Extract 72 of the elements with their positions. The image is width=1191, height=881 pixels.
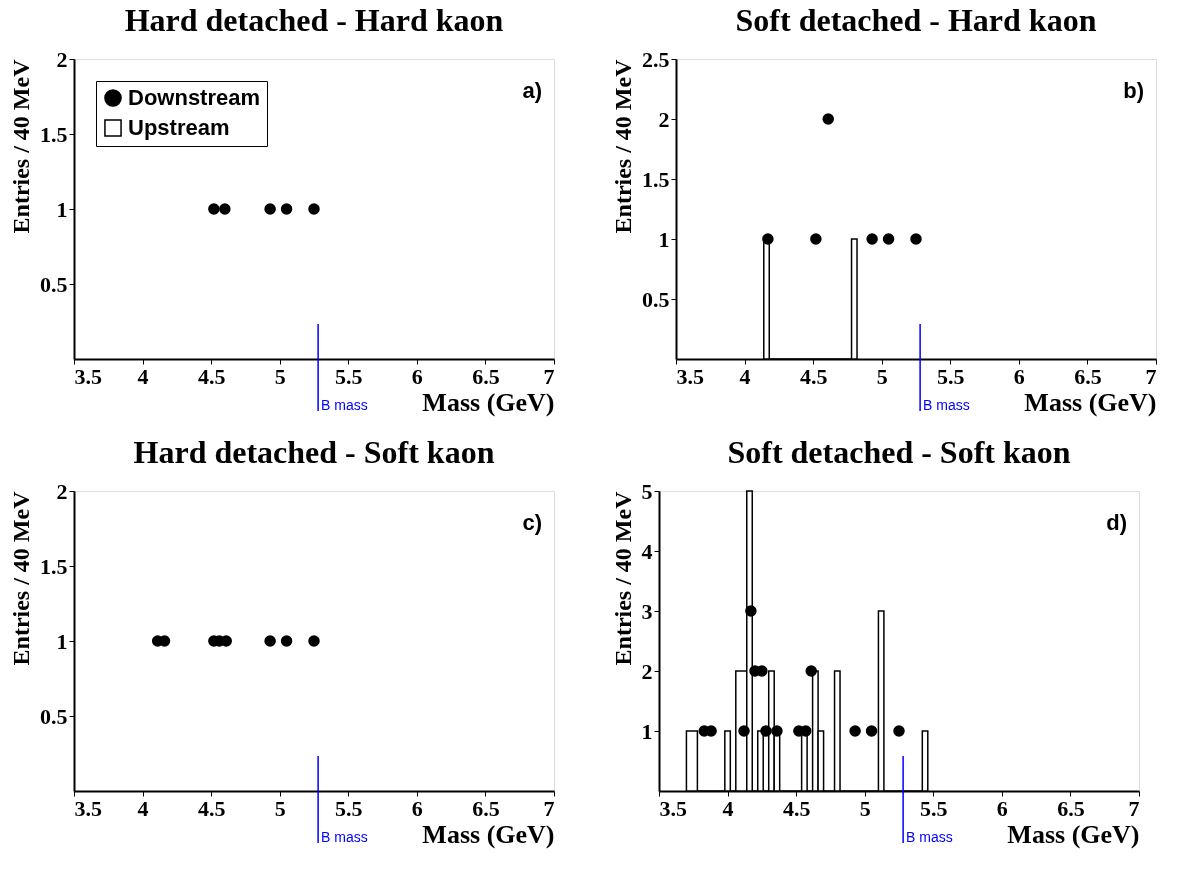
x-tick-label: 6.5 — [472, 363, 500, 389]
x-tick-label: 7 — [1145, 363, 1157, 389]
x-tick-label: 4.5 — [799, 363, 828, 389]
y-tick-label: 1 — [56, 196, 68, 222]
y-tick-label: 2 — [56, 46, 68, 72]
y-tick-label: 1 — [56, 628, 68, 654]
x-tick-label: 6 — [1013, 363, 1025, 389]
x-tick-label: 6.5 — [1074, 363, 1102, 389]
y-tick-label: 0.5 — [40, 271, 68, 297]
x-tick-label: 3.5 — [676, 363, 704, 389]
y-axis-title: Entries / 40 MeV — [610, 58, 636, 234]
x-tick-label: 6 — [411, 363, 423, 389]
x-axis-title: Mass (GeV) — [1024, 387, 1157, 417]
x-tick-label: 7 — [543, 795, 555, 821]
x-tick-label: 4 — [137, 363, 149, 389]
x-tick-label: 7 — [1128, 795, 1140, 821]
chart-title: Soft detached - Hard kaon — [735, 2, 1097, 38]
x-axis-title: Mass (GeV) — [422, 819, 555, 849]
y-axis-title: Entries / 40 MeV — [609, 490, 636, 666]
x-tick-label: 5.5 — [335, 363, 363, 389]
x-tick-label: 6 — [411, 795, 423, 821]
x-tick-label: 5 — [274, 795, 286, 821]
annotation: c) — [522, 510, 542, 535]
annotation: b) — [1123, 78, 1144, 103]
x-tick-label: 5.5 — [937, 363, 965, 389]
x-tick-label: 4 — [722, 795, 734, 821]
x-tick-label: 7 — [543, 363, 555, 389]
x-tick-label: 6.5 — [1057, 795, 1085, 821]
annotation: d) — [1106, 510, 1127, 535]
y-tick-label: 1 — [641, 718, 653, 744]
x-tick-label: 5.5 — [920, 795, 948, 821]
y-tick-label: 0.5 — [40, 703, 68, 729]
y-tick-label: 1.5 — [40, 121, 68, 147]
x-tick-label: 5 — [859, 795, 871, 821]
x-tick-label: 3.5 — [74, 363, 102, 389]
y-tick-label: 1 — [658, 226, 670, 252]
x-tick-label: 3.5 — [659, 795, 687, 821]
x-tick-label: 6 — [996, 795, 1008, 821]
ref-line-label: B mass — [321, 397, 368, 413]
x-tick-label: 5 — [876, 363, 888, 389]
chart-title: Hard detached - Soft kaon — [133, 434, 495, 470]
y-axis-title: Entries / 40 MeV — [8, 490, 34, 666]
y-tick-label: 2 — [658, 106, 670, 132]
annotation: a) — [522, 78, 542, 103]
x-tick-label: 4.5 — [197, 795, 226, 821]
y-tick-label: 0.5 — [642, 286, 670, 312]
ref-line-label: B mass — [923, 397, 970, 413]
ref-line-label: B mass — [906, 829, 953, 845]
x-tick-label: 4 — [137, 795, 149, 821]
y-axis-title: Entries / 40 MeV — [8, 58, 34, 234]
x-tick-label: 4 — [739, 363, 751, 389]
x-tick-label: 5.5 — [335, 795, 363, 821]
x-tick-label: 3.5 — [74, 795, 102, 821]
y-tick-label: 3 — [641, 598, 653, 624]
y-tick-label: 2 — [641, 658, 653, 684]
y-tick-label: 2 — [56, 478, 68, 504]
y-tick-label: 1.5 — [40, 553, 68, 579]
x-axis-title: Mass (GeV) — [422, 387, 555, 417]
y-tick-label: 2.5 — [642, 46, 670, 72]
x-axis-title: Mass (GeV) — [1007, 819, 1140, 849]
chart-title: Hard detached - Hard kaon — [124, 2, 504, 38]
legend-label: Downstream — [128, 85, 261, 110]
y-tick-label: 1.5 — [642, 166, 670, 192]
legend-label: Upstream — [128, 115, 230, 140]
x-tick-label: 4.5 — [782, 795, 811, 821]
chart-title: Soft detached - Soft kaon — [727, 434, 1071, 470]
y-tick-label: 5 — [641, 478, 653, 504]
x-tick-label: 5 — [274, 363, 286, 389]
ref-line-label: B mass — [321, 829, 368, 845]
x-tick-label: 6.5 — [472, 795, 500, 821]
x-tick-label: 4.5 — [197, 363, 226, 389]
y-tick-label: 4 — [641, 538, 653, 564]
